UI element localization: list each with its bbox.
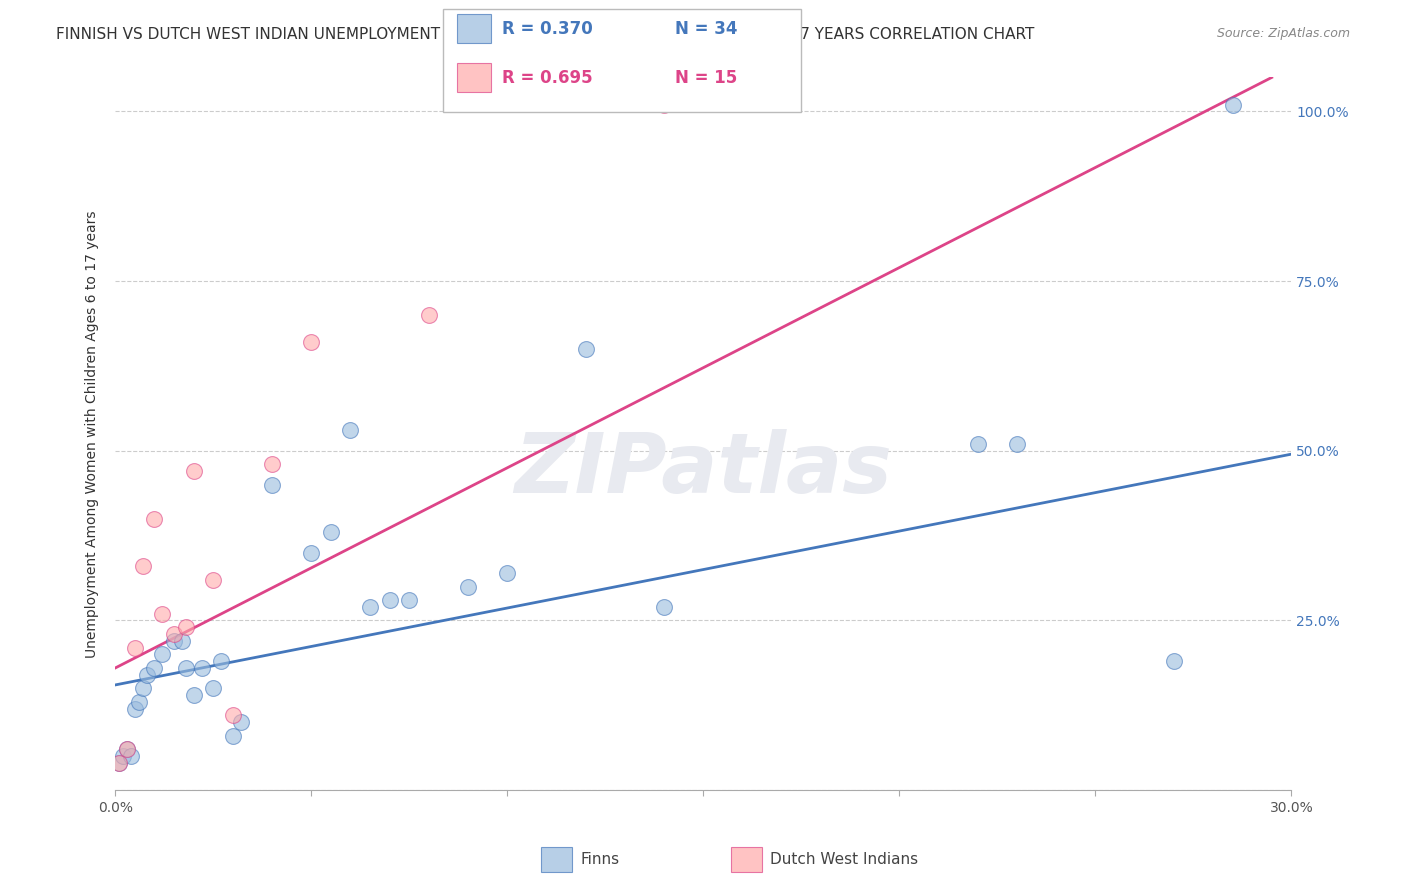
Point <box>209 654 232 668</box>
Point <box>108 756 131 770</box>
Text: N = 15: N = 15 <box>675 69 737 87</box>
Point <box>575 342 598 356</box>
Point <box>418 308 440 322</box>
Point <box>150 648 173 662</box>
Point <box>170 633 193 648</box>
Point <box>202 573 225 587</box>
Point <box>299 335 322 350</box>
Point <box>112 749 135 764</box>
Point <box>1222 97 1244 112</box>
Point <box>262 458 284 472</box>
Point <box>163 627 186 641</box>
Point <box>229 715 252 730</box>
Point <box>496 566 519 580</box>
Y-axis label: Unemployment Among Women with Children Ages 6 to 17 years: Unemployment Among Women with Children A… <box>86 210 100 657</box>
Text: R = 0.695: R = 0.695 <box>502 69 592 87</box>
Text: FINNISH VS DUTCH WEST INDIAN UNEMPLOYMENT AMONG WOMEN WITH CHILDREN AGES 6 TO 17: FINNISH VS DUTCH WEST INDIAN UNEMPLOYMEN… <box>56 27 1035 42</box>
Point <box>1005 437 1028 451</box>
Point <box>174 620 197 634</box>
Point <box>150 607 173 621</box>
Point <box>299 545 322 559</box>
Text: R = 0.370: R = 0.370 <box>502 20 593 37</box>
Point <box>339 424 361 438</box>
Point <box>120 749 142 764</box>
Point <box>143 511 166 525</box>
Point <box>262 477 284 491</box>
Point <box>132 681 155 696</box>
Point <box>652 599 675 614</box>
Point <box>1163 654 1185 668</box>
Point <box>143 661 166 675</box>
Point <box>115 742 138 756</box>
Point <box>132 559 155 574</box>
Point <box>966 437 988 451</box>
Point <box>202 681 225 696</box>
Point <box>398 593 420 607</box>
Text: Dutch West Indians: Dutch West Indians <box>770 853 918 867</box>
Point <box>222 708 245 723</box>
Point <box>108 756 131 770</box>
Point <box>457 580 479 594</box>
Point <box>163 633 186 648</box>
Point <box>183 688 205 702</box>
Point <box>190 661 212 675</box>
Text: ZIPatlas: ZIPatlas <box>515 429 893 510</box>
Point <box>124 701 146 715</box>
Text: N = 34: N = 34 <box>675 20 737 37</box>
Point <box>378 593 401 607</box>
Point <box>174 661 197 675</box>
Point <box>183 464 205 478</box>
Point <box>115 742 138 756</box>
Point <box>359 599 381 614</box>
Point <box>652 97 675 112</box>
Text: Source: ZipAtlas.com: Source: ZipAtlas.com <box>1216 27 1350 40</box>
Point <box>135 667 157 681</box>
Point <box>128 695 150 709</box>
Point <box>124 640 146 655</box>
Point <box>222 729 245 743</box>
Text: Finns: Finns <box>581 853 620 867</box>
Point <box>319 525 342 540</box>
